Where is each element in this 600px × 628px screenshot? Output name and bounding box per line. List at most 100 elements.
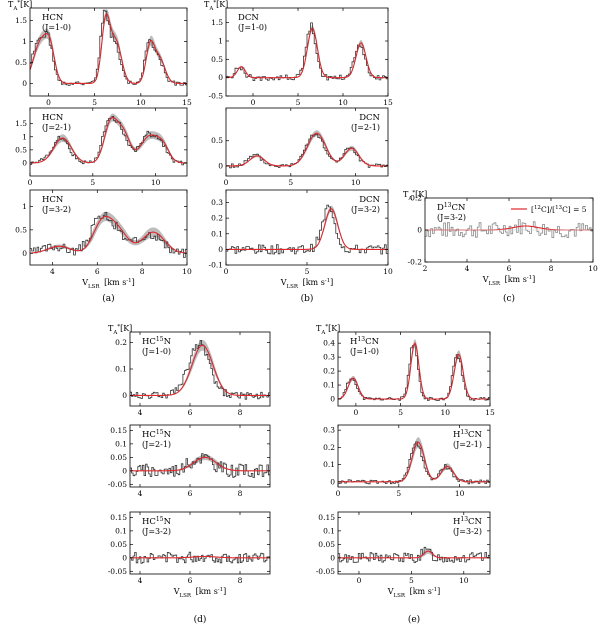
transition-label: (J=2-1) (351, 123, 380, 132)
x-tick-label: 0 (251, 98, 256, 107)
x-tick-label: 5 (92, 98, 97, 107)
molecule-label: H13CN (350, 336, 380, 348)
y-tick-label: 0.15 (110, 426, 127, 435)
x-tick-label: 15 (383, 98, 393, 107)
model-fit-line (226, 27, 388, 79)
molecule-label: DCN (359, 113, 380, 123)
y-tick-label: -0.05 (108, 480, 127, 489)
y-tick-label: 0.2 (115, 338, 127, 347)
transition-label: (J=1-0) (142, 347, 171, 356)
x-tick-label: 10 (136, 98, 146, 107)
y-tick-label: 1 (22, 132, 27, 141)
x-axis-label: VLSR [km s-1] (280, 278, 334, 290)
plot-area (30, 8, 187, 86)
molecule-label: D13CN (437, 202, 466, 214)
y-tick-label: 0 (218, 161, 223, 170)
y-tick-label: 0 (330, 477, 335, 486)
y-tick-label: 0 (330, 395, 335, 404)
transition-label: (J=2-1) (453, 440, 482, 449)
plot-area (30, 211, 187, 258)
x-axis-label: VLSR [km s-1] (173, 587, 227, 599)
x-tick-label: 5 (398, 408, 403, 417)
x-tick-label: 15 (485, 408, 495, 417)
panel-frame (225, 107, 389, 177)
x-tick-label: 8 (238, 576, 243, 585)
observed-spectrum (338, 546, 490, 563)
y-tick-label: 0.5 (15, 58, 27, 67)
panel-d3: 4 6 8 -0.05 0 0.05 0.1 0.15 HC15N(J=3-2) VLSR [km… (108, 511, 271, 599)
molecule-label: H13CN (453, 516, 483, 528)
y-tick-label: 1.5 (211, 18, 223, 27)
y-tick-label: 0.05 (318, 540, 335, 549)
y-tick-label: 0.1 (323, 460, 335, 469)
x-tick-label: 5 (305, 267, 310, 276)
transition-label: (J=3-2) (42, 205, 71, 214)
observed-spectrum (338, 441, 490, 485)
x-tick-label: 5 (409, 576, 414, 585)
panel-frame (29, 107, 188, 177)
model-uncertainty-band (130, 340, 270, 396)
x-tick-label: 10 (182, 267, 192, 276)
x-tick-label: 4 (138, 576, 143, 585)
model-fit-line (338, 441, 490, 483)
y-tick-label: 0.2 (323, 443, 335, 452)
y-tick-label: 0.4 (323, 339, 335, 348)
transition-label: (J=3-2) (142, 527, 171, 536)
caption-d: (d) (194, 614, 207, 625)
panel-b3: 0 5 10-0.100.10.20.3 DCN(J=3-2)VLSR [km s-1… (209, 189, 393, 290)
y-axis-label: TA*[K] (316, 324, 340, 336)
y-tick-label: 0.5 (211, 136, 223, 145)
y-tick-label: 0.3 (211, 198, 223, 207)
y-tick-label: 0 (22, 79, 27, 88)
y-tick-label: 0 (218, 73, 223, 82)
y-tick-label: 0.05 (110, 453, 127, 462)
x-tick-label: 6 (188, 408, 193, 417)
x-tick-label: 8 (238, 408, 243, 417)
y-tick-label: 0.5 (211, 55, 223, 64)
x-tick-label: 5 (396, 489, 401, 498)
y-tick-label: 0 (22, 158, 27, 167)
x-tick-label: 10 (455, 489, 465, 498)
x-tick-label: 8 (140, 267, 145, 276)
observed-spectrum (226, 133, 388, 169)
y-axis-label: TA*[K] (8, 0, 32, 12)
y-tick-label: 1 (218, 37, 223, 46)
molecule-label: HC15N (142, 336, 172, 348)
x-tick-label: 4 (138, 408, 143, 417)
y-tick-label: 1.5 (15, 16, 27, 25)
model-fit-line (130, 344, 270, 396)
panel-a3: 4 6 8 10 0 0.5 1 HCN(J=3-2) VLSR [km s-1] (15, 189, 192, 290)
transition-label: (J=1-0) (238, 23, 267, 32)
y-tick-label: 0.15 (318, 513, 335, 522)
transition-label: (J=3-2) (453, 527, 482, 536)
y-tick-label: 0.1 (211, 229, 223, 238)
molecule-label: HC15N (142, 429, 172, 441)
model-uncertainty-band (338, 548, 490, 558)
plot-area (130, 453, 270, 478)
y-tick-label: -0.05 (108, 567, 127, 576)
x-tick-label: 10 (441, 408, 451, 417)
y-tick-label: -0.2 (408, 258, 423, 267)
molecule-label: DCN (359, 195, 380, 205)
x-tick-label: 4 (138, 489, 143, 498)
x-tick-label: 4 (50, 267, 55, 276)
molecule-label: HCN (42, 113, 64, 123)
observed-spectrum (30, 116, 187, 166)
caption-c: (c) (503, 293, 515, 304)
y-tick-label: 0.1 (323, 381, 335, 390)
transition-label: (J=3-2) (351, 205, 380, 214)
observed-spectrum (425, 219, 593, 238)
panel-frame (29, 7, 188, 97)
y-tick-label: 1 (22, 202, 27, 211)
y-tick-label: 1.5 (15, 119, 27, 128)
y-axis-label: TA*[K] (204, 0, 228, 12)
y-tick-label: 0 (122, 466, 127, 475)
y-tick-label: 0 (122, 553, 127, 562)
x-axis-label: VLSR [km s-1] (482, 275, 536, 287)
y-tick-label: 0.1 (115, 365, 127, 374)
plot-area (226, 204, 388, 255)
panel-b2: 0 5 10 0 0.5 DCN(J=2-1) (211, 107, 389, 187)
molecule-label: H13CN (453, 429, 483, 441)
y-tick-label: 0.1 (323, 526, 335, 535)
